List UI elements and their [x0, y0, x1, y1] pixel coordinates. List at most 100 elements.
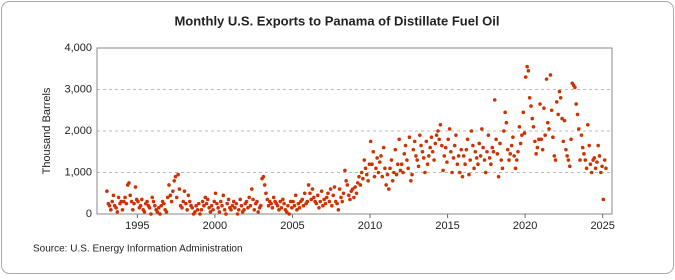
data-point: [583, 158, 588, 162]
data-point: [344, 179, 348, 183]
data-point: [407, 135, 412, 140]
data-point: [248, 203, 253, 208]
data-point: [584, 166, 589, 171]
data-point: [345, 183, 350, 187]
data-point: [159, 203, 164, 208]
data-point: [592, 156, 597, 160]
data-point: [177, 187, 182, 191]
data-point: [521, 110, 526, 115]
data-point: [495, 152, 500, 156]
data-point: [410, 172, 414, 177]
data-point: [109, 208, 113, 212]
data-point: [302, 191, 307, 196]
data-point: [208, 210, 213, 214]
data-point: [402, 152, 407, 156]
data-point: [432, 158, 436, 162]
data-point: [220, 203, 224, 208]
data-point: [449, 149, 453, 154]
data-point: [367, 162, 372, 166]
data-point: [579, 133, 584, 137]
data-point: [538, 102, 542, 106]
data-point: [434, 133, 439, 137]
data-point: [530, 116, 535, 121]
data-point: [478, 154, 483, 158]
data-point: [310, 187, 315, 191]
data-point: [182, 189, 187, 193]
data-point: [454, 133, 458, 137]
data-point: [380, 174, 385, 179]
data-point: [443, 145, 448, 150]
data-point: [494, 137, 498, 142]
data-point: [556, 112, 560, 117]
data-point: [600, 164, 604, 169]
data-point: [259, 203, 263, 208]
data-point: [147, 205, 152, 210]
data-point: [193, 210, 197, 214]
data-point: [491, 149, 496, 154]
data-point: [558, 96, 563, 100]
data-point: [284, 210, 289, 214]
data-point: [270, 205, 275, 210]
data-point: [377, 160, 382, 164]
data-point: [386, 187, 391, 191]
data-point: [482, 158, 487, 162]
data-point: [492, 98, 497, 102]
data-point: [124, 201, 129, 206]
data-point: [301, 203, 306, 208]
data-point: [471, 143, 475, 148]
data-point: [297, 205, 302, 210]
data-point: [225, 201, 229, 206]
y-tick-label: 1,000: [64, 166, 92, 178]
data-point: [375, 156, 379, 160]
data-point: [158, 212, 162, 216]
data-point: [502, 129, 506, 133]
data-point: [110, 199, 115, 204]
data-point: [355, 181, 360, 185]
data-point: [406, 166, 410, 171]
data-point: [173, 174, 178, 179]
data-point: [341, 191, 346, 196]
data-point: [394, 172, 399, 177]
data-point: [508, 152, 513, 156]
x-tick-label: 1995: [125, 220, 149, 232]
data-point: [131, 208, 135, 212]
data-point: [216, 205, 220, 210]
data-point: [204, 201, 209, 206]
data-point: [234, 201, 239, 206]
x-tick-label: 2010: [358, 220, 382, 232]
data-point: [525, 64, 529, 69]
data-point: [440, 143, 444, 148]
data-point: [461, 154, 466, 158]
data-point: [300, 197, 305, 202]
data-point: [433, 141, 438, 146]
data-point: [275, 203, 280, 208]
data-point: [119, 199, 123, 204]
y-tick-label: 3,000: [64, 83, 92, 95]
data-point: [293, 193, 298, 198]
data-point: [599, 170, 603, 175]
data-point: [498, 141, 502, 146]
data-point: [458, 170, 462, 175]
data-point: [136, 199, 140, 204]
data-point: [252, 208, 257, 212]
data-point: [186, 193, 191, 198]
data-point: [554, 100, 559, 104]
data-point: [238, 197, 242, 202]
data-point: [596, 143, 600, 148]
data-point: [593, 166, 598, 171]
data-point: [256, 210, 260, 214]
data-point: [578, 158, 582, 162]
data-point: [149, 212, 153, 216]
data-point: [352, 195, 356, 200]
data-point: [468, 158, 473, 162]
data-point: [518, 141, 523, 146]
data-point: [415, 158, 419, 162]
data-point: [455, 162, 460, 166]
data-point: [324, 195, 329, 200]
data-point: [339, 195, 343, 200]
data-point: [388, 166, 392, 171]
data-point: [133, 185, 138, 189]
data-point: [315, 193, 320, 198]
data-point: [286, 203, 290, 208]
